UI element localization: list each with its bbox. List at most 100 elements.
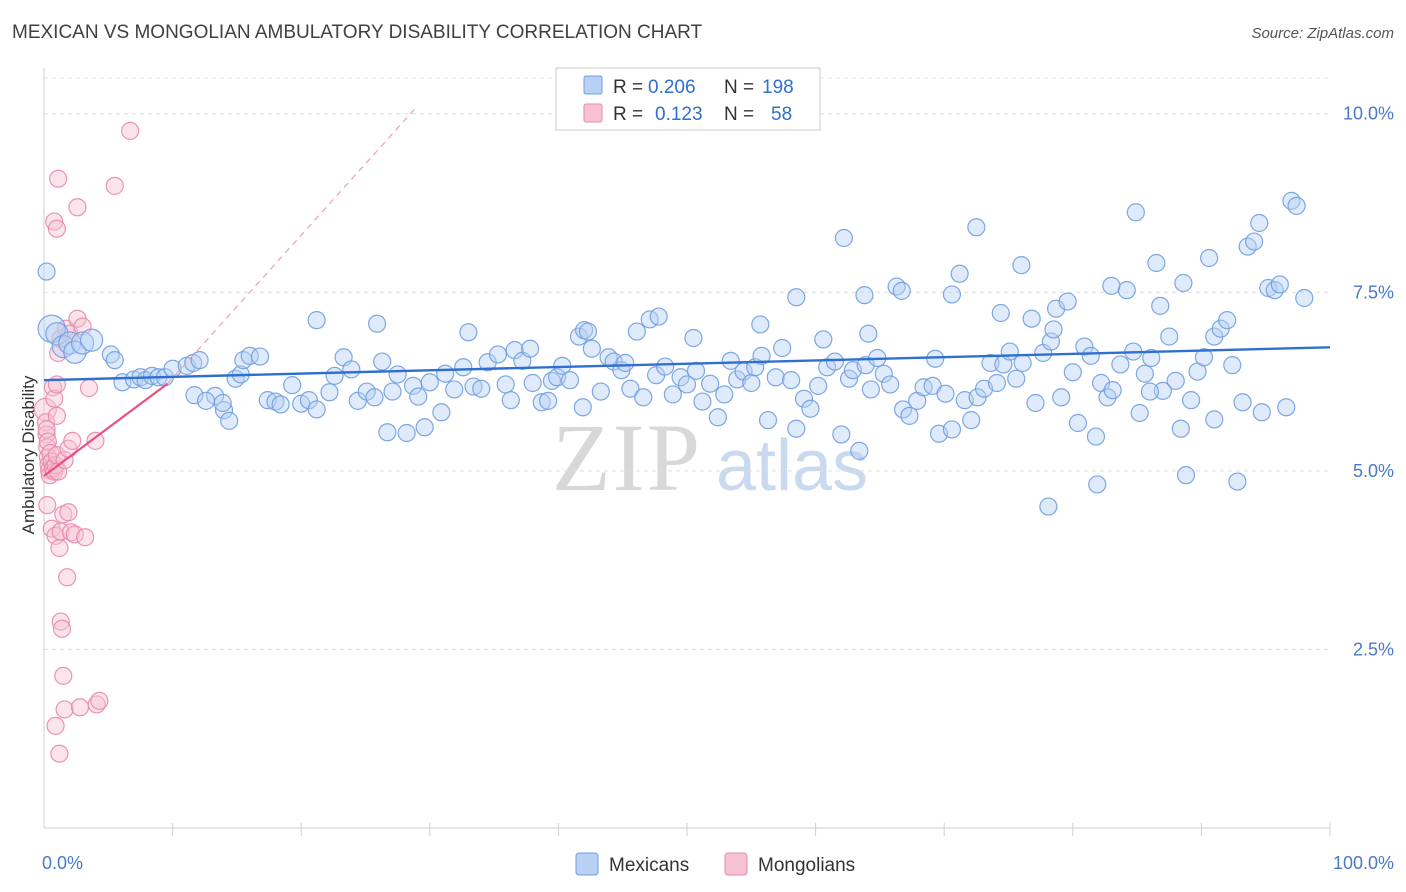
mexicans-point-170 (1176, 466, 1196, 485)
mexicans-point-205 (1250, 213, 1269, 233)
mexicans-point-58 (436, 364, 455, 383)
mongolians-point-43 (49, 169, 68, 188)
mexicans-point-9 (105, 351, 124, 370)
mexicans-point-142 (1007, 369, 1026, 388)
mexicans-point-97 (708, 408, 727, 427)
mexicans-point-102 (742, 373, 761, 393)
mexicans-point-216 (1140, 382, 1160, 401)
mexicans-point-149 (1052, 388, 1071, 407)
mexicans-point-183 (1252, 403, 1271, 422)
mexicans-point-164 (1142, 348, 1161, 368)
mexicans-point-98 (715, 385, 734, 404)
mexicans-point-71 (532, 393, 551, 412)
y-tick-label-2: 7.5% (1353, 282, 1394, 302)
mexicans-point-31 (250, 347, 270, 366)
x-tick-label-max: 100.0% (1333, 853, 1394, 873)
mongolians-trend-line (43, 382, 169, 477)
mexicans-point-80 (591, 382, 610, 401)
legend-n-label-mongolians: N = (724, 104, 754, 125)
mongolians-point-46 (121, 121, 140, 140)
mexicans-point-179 (1228, 472, 1247, 491)
mongolians-point-23 (76, 528, 95, 547)
mexicans-point-209 (751, 315, 770, 334)
mexicans-point-160 (1117, 281, 1136, 300)
watermark-zip: ZIP (552, 404, 702, 511)
mexicans-point-155 (1086, 427, 1106, 446)
mexicans-point-64 (488, 345, 508, 364)
mongolians-point-52 (70, 698, 90, 717)
mongolians-point-39 (73, 317, 92, 336)
mongolians-point-40 (79, 378, 99, 398)
mexicans-point-62 (472, 379, 491, 398)
mexicans-point-190 (1295, 288, 1314, 308)
mexicans-point-153 (1075, 337, 1094, 356)
mexicans-point-186 (1270, 275, 1289, 294)
mexicans-point-46 (365, 388, 384, 407)
mexicans-point-165 (1147, 253, 1166, 273)
mexicans-point-145 (1026, 393, 1045, 413)
legend-n-value-mexicans: 198 (762, 77, 794, 98)
mexicans-point-56 (420, 373, 439, 392)
mongolians-point-42 (47, 219, 66, 238)
mexicans-point-40 (320, 383, 339, 402)
mexicans-point-93 (677, 375, 697, 394)
mexicans-point-159 (1111, 355, 1130, 374)
mexicans-trend-line (43, 346, 1331, 382)
mexicans-point-139 (987, 373, 1007, 393)
mexicans-point-104 (752, 346, 771, 365)
mexicans-point-73 (542, 371, 562, 390)
mexicans-point-90 (656, 357, 675, 376)
mexicans-point-6 (70, 331, 95, 355)
mexicans-point-91 (663, 385, 682, 404)
mexicans-point-57 (432, 403, 451, 422)
mongolians-point-25 (59, 503, 78, 522)
mexicans-point-99 (721, 351, 740, 370)
mexicans-point-201 (1102, 276, 1121, 295)
mexicans-point-96 (701, 374, 720, 393)
mexicans-point-26 (220, 411, 239, 430)
trend-lines (43, 106, 1331, 477)
mongolians-point-41 (45, 212, 64, 231)
mexicans-point-143 (1013, 353, 1032, 373)
mexicans-point-65 (496, 375, 515, 394)
mexicans-point-162 (1130, 403, 1149, 423)
mexicans-point-1 (37, 314, 66, 343)
mexicans-point-122 (874, 364, 893, 383)
mongolians-point-2 (37, 425, 56, 444)
mexicans-point-87 (634, 388, 653, 407)
mexicans-point-38 (307, 400, 326, 419)
watermark: ZIP atlas (552, 404, 868, 511)
mexicans-point-202 (1126, 203, 1145, 222)
mongolians-point-44 (68, 198, 87, 217)
legend-r-value-mexicans: 0.206 (648, 77, 696, 98)
mexicans-point-152 (1068, 413, 1088, 433)
mexicans-point-47 (367, 314, 387, 333)
mexicans-point-169 (1171, 419, 1190, 438)
legend-r-label-mexicans: R = (613, 77, 643, 98)
legend-r-value-mongolians: 0.123 (655, 104, 703, 125)
mexicans-point-20 (190, 351, 209, 370)
mongolians-point-16 (38, 496, 57, 515)
mexicans-point-37 (299, 391, 319, 410)
mexicans-point-195 (855, 286, 874, 305)
mexicans-point-66 (501, 391, 520, 410)
mongolians-point-56 (50, 744, 69, 763)
mexicans-point-116 (839, 369, 859, 388)
mexicans-point-178 (1223, 356, 1242, 375)
mexicans-point-34 (271, 395, 290, 414)
legend-r-label-mongolians: R = (613, 104, 643, 125)
series-mexicans (37, 191, 1314, 516)
mexicans-point-158 (1103, 381, 1122, 400)
mexicans-point-92 (671, 368, 690, 387)
mexicans-point-185 (1265, 281, 1284, 300)
mexicans-point-109 (787, 419, 806, 438)
mongolians-point-19 (50, 538, 69, 558)
mexicans-point-55 (415, 418, 434, 437)
mexicans-point-203 (1151, 296, 1170, 315)
x-tick-label-min: 0.0% (42, 853, 83, 873)
y-tick-label-3: 10.0% (1343, 104, 1394, 124)
mexicans-point-180 (1233, 393, 1252, 412)
mexicans-point-22 (205, 386, 225, 405)
mexicans-point-49 (378, 423, 397, 442)
